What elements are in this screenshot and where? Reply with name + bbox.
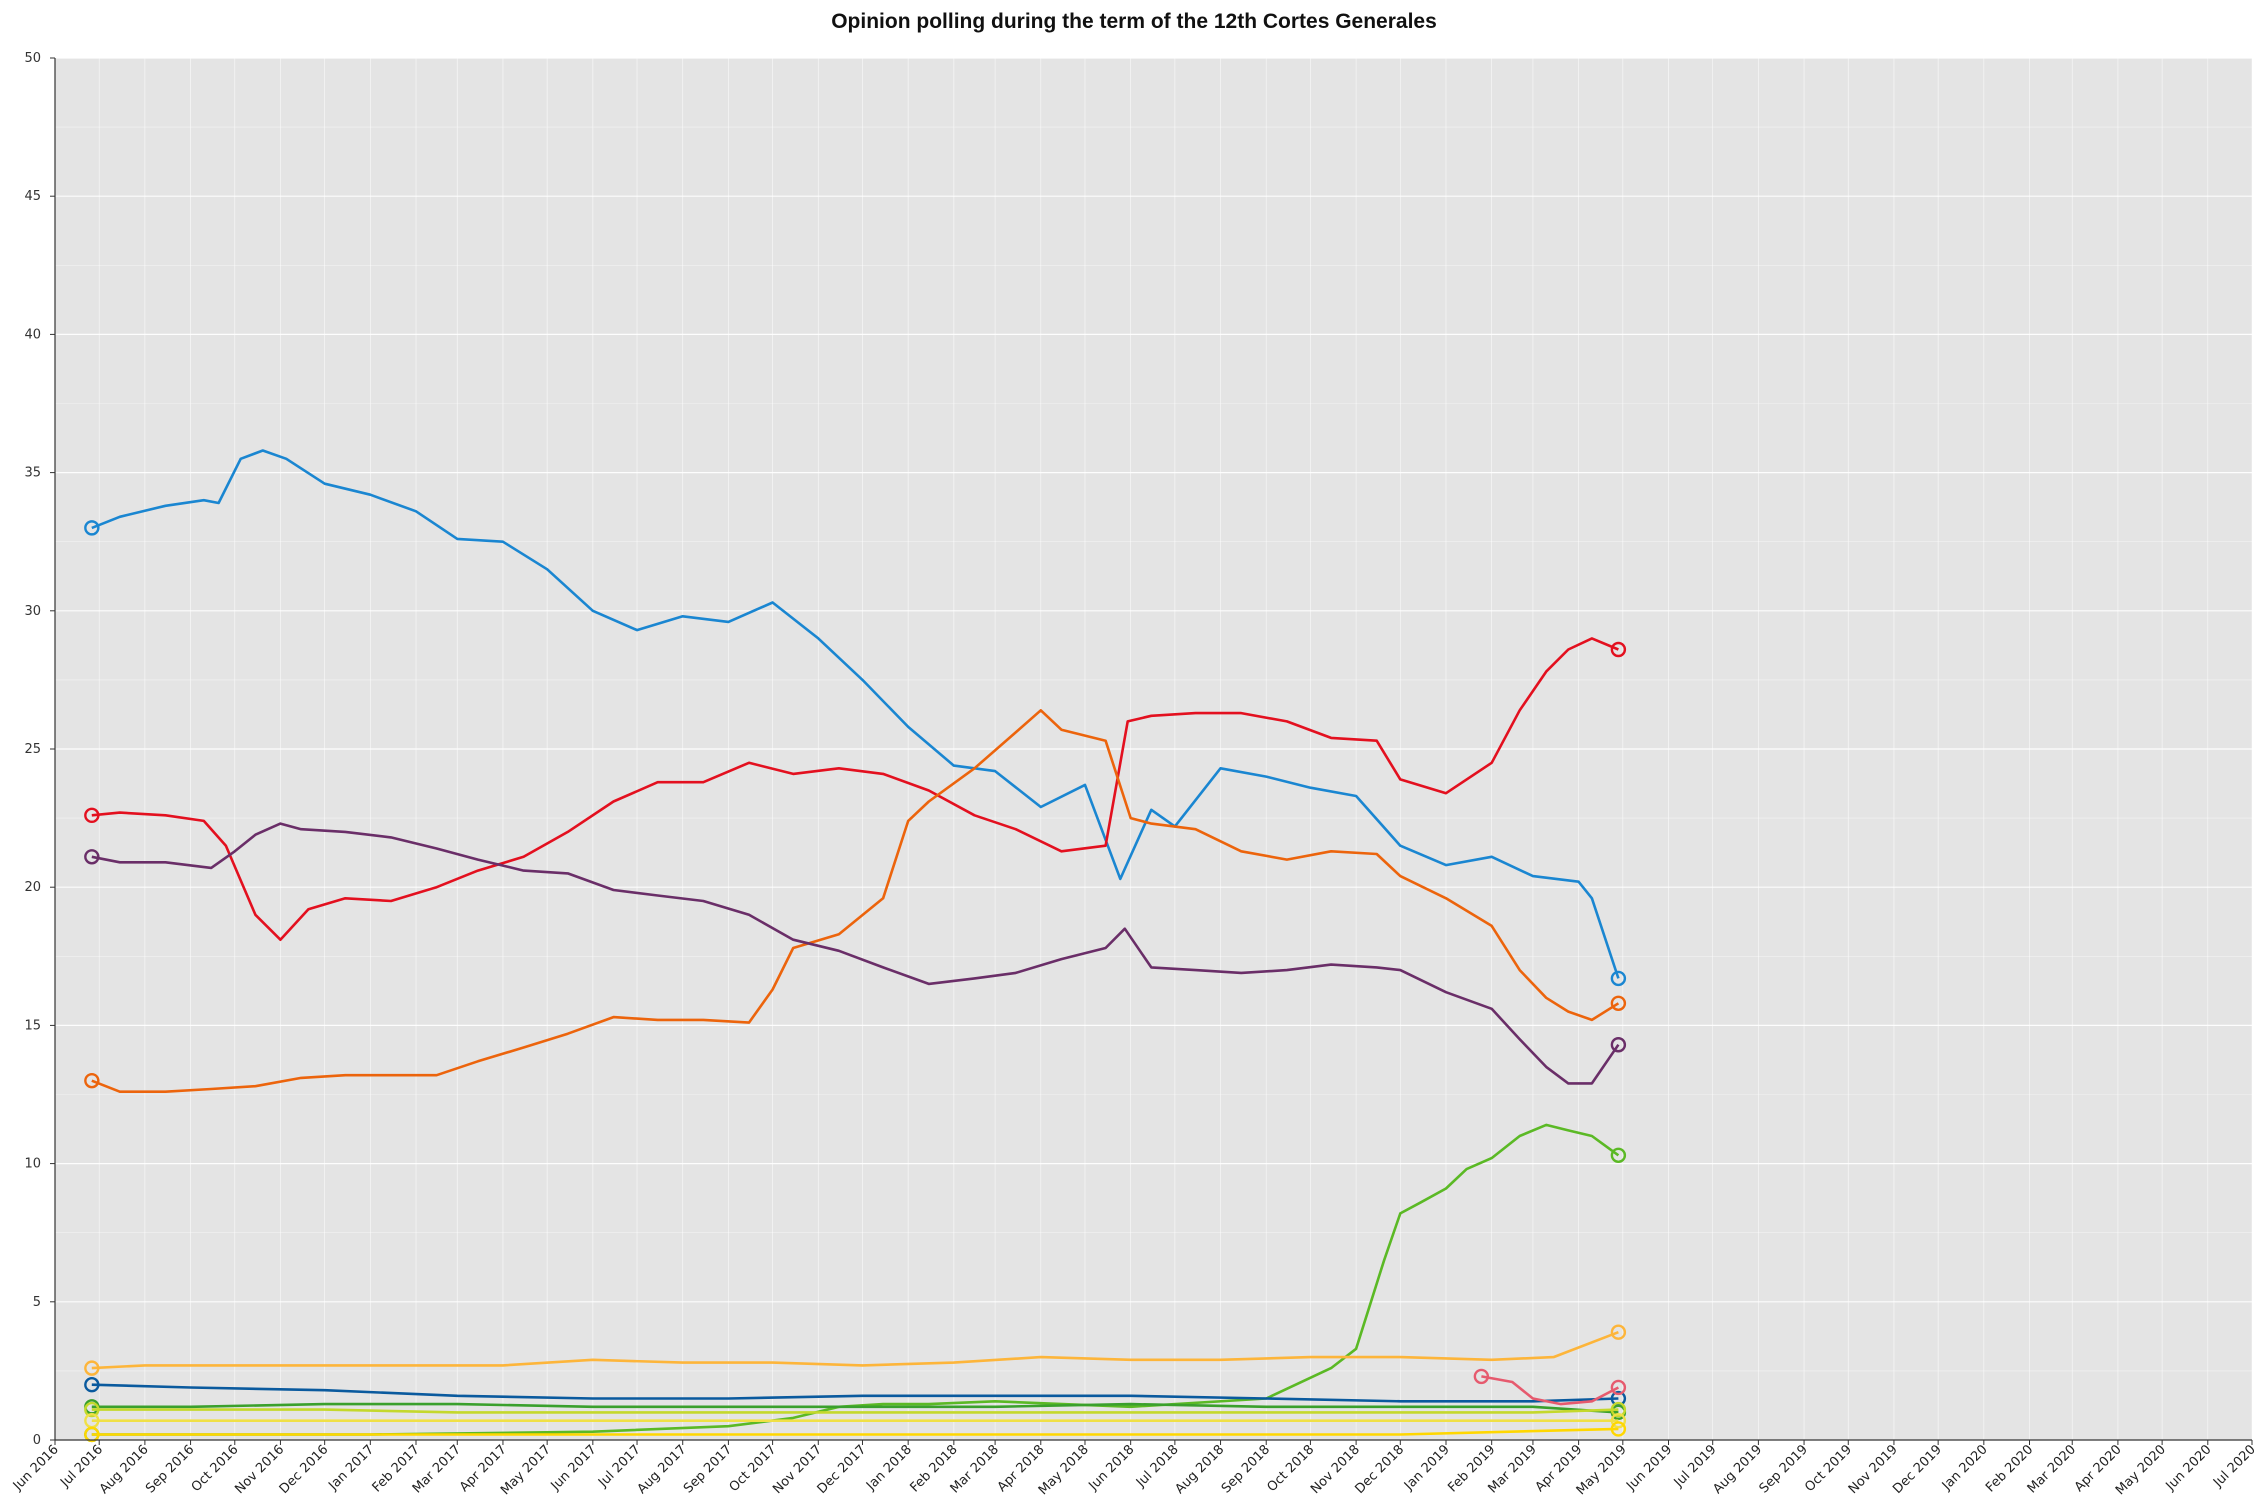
y-tick-label: 25 bbox=[24, 742, 41, 757]
series-end-marker-3 bbox=[1610, 995, 1627, 1011]
y-tick-label: 40 bbox=[24, 327, 41, 342]
series-line-5 bbox=[91, 1123, 1620, 1436]
x-tick-label: Jun 2018 bbox=[1085, 1442, 1137, 1494]
x-tick-label: Jan 2020 bbox=[1939, 1442, 1991, 1494]
x-tick-label: Dec 2017 bbox=[815, 1442, 870, 1497]
series-start-marker-4 bbox=[84, 849, 100, 865]
x-tick-label: Sep 2017 bbox=[681, 1442, 735, 1496]
series-end-marker-2 bbox=[1610, 641, 1627, 658]
x-tick-label: Jan 2019 bbox=[1401, 1442, 1453, 1494]
y-tick-label: 15 bbox=[24, 1018, 41, 1033]
y-tick-label: 50 bbox=[24, 51, 41, 66]
series-end-marker-9 bbox=[1610, 1401, 1627, 1418]
series-start-marker-12 bbox=[84, 1426, 100, 1443]
x-tick-label: Jun 2017 bbox=[548, 1442, 600, 1494]
y-tick-label: 20 bbox=[24, 880, 41, 895]
x-tick-label: Dec 2019 bbox=[1890, 1442, 1945, 1497]
series-start-marker-1 bbox=[84, 520, 100, 536]
y-tick-label: 0 bbox=[33, 1433, 41, 1448]
y-tick-label: 35 bbox=[24, 466, 41, 481]
series-line-10 bbox=[1481, 1375, 1620, 1406]
series-start-marker-7 bbox=[84, 1377, 100, 1393]
y-tick-label: 30 bbox=[24, 604, 41, 619]
x-tick-label: Sep 2019 bbox=[1757, 1442, 1811, 1496]
x-tick-label: Jun 2016 bbox=[10, 1442, 62, 1494]
x-tick-label: Dec 2016 bbox=[277, 1442, 332, 1497]
series-line-9 bbox=[91, 1408, 1619, 1414]
series-end-marker-1 bbox=[1610, 970, 1627, 987]
chart-title: Opinion polling during the term of the 1… bbox=[831, 10, 1437, 33]
series-layer bbox=[84, 449, 1627, 1443]
y-tick-label: 10 bbox=[24, 1157, 41, 1172]
x-tick-label: Dec 2018 bbox=[1352, 1442, 1407, 1497]
series-end-marker-4 bbox=[1610, 1037, 1627, 1053]
x-tick-label: Jul 2020 bbox=[2210, 1442, 2259, 1491]
series-end-marker-10 bbox=[1610, 1379, 1627, 1396]
x-tick-label: Jan 2017 bbox=[325, 1442, 377, 1494]
grid-layer bbox=[54, 57, 2253, 1441]
series-line-8 bbox=[91, 1402, 1619, 1414]
x-tick-label: Aug 2019 bbox=[1710, 1442, 1765, 1497]
x-tick-label: Jan 2018 bbox=[863, 1442, 915, 1494]
x-tick-label: Aug 2016 bbox=[97, 1442, 152, 1497]
series-start-marker-2 bbox=[84, 807, 100, 824]
series-start-marker-6 bbox=[84, 1360, 100, 1376]
series-line-4 bbox=[91, 822, 1620, 1085]
series-line-2 bbox=[91, 637, 1619, 941]
x-tick-label: Sep 2016 bbox=[143, 1442, 197, 1496]
series-line-6 bbox=[91, 1330, 1619, 1370]
series-start-marker-9 bbox=[84, 1401, 100, 1418]
series-end-marker-11 bbox=[1610, 1412, 1627, 1429]
series-line-7 bbox=[91, 1383, 1619, 1403]
y-tick-label: 45 bbox=[24, 189, 41, 204]
series-line-12 bbox=[91, 1427, 1619, 1436]
series-end-marker-12 bbox=[1610, 1421, 1627, 1437]
series-end-marker-6 bbox=[1610, 1324, 1627, 1340]
y-tick-label: 5 bbox=[33, 1295, 41, 1310]
x-tick-label: Sep 2018 bbox=[1219, 1442, 1273, 1496]
x-tick-label: Jun 2020 bbox=[2163, 1442, 2215, 1494]
series-line-1 bbox=[91, 449, 1620, 979]
series-end-marker-5 bbox=[1610, 1147, 1627, 1164]
series-line-3 bbox=[91, 709, 1620, 1093]
series-start-marker-10 bbox=[1473, 1368, 1490, 1385]
x-tick-label: Jun 2019 bbox=[1623, 1442, 1675, 1494]
series-start-marker-3 bbox=[84, 1072, 100, 1089]
x-tick-label: Aug 2017 bbox=[635, 1442, 690, 1497]
x-tick-label: Aug 2018 bbox=[1172, 1442, 1227, 1497]
